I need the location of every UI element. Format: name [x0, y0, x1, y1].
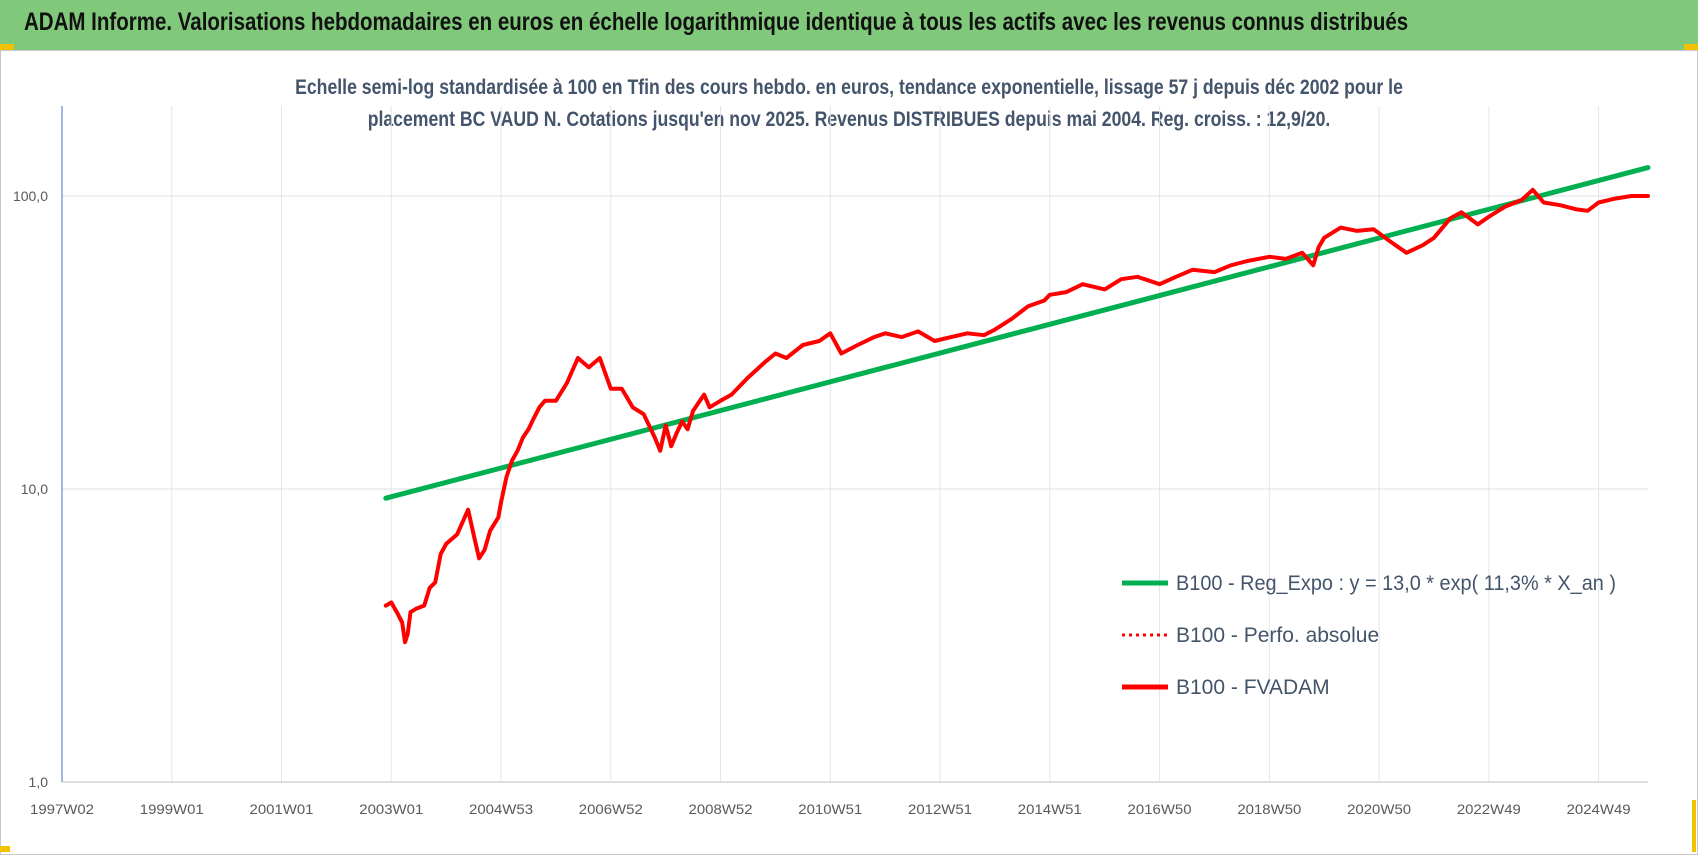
chart-title-line-1: Echelle semi-log standardisée à 100 en T… — [295, 76, 1403, 99]
x-tick-label: 2016W50 — [1128, 801, 1192, 817]
y-tick-label: 100,0 — [13, 188, 48, 204]
x-tick-label: 2024W49 — [1567, 801, 1631, 817]
report-banner: ADAM Informe. Valorisations hebdomadaire… — [0, 0, 1698, 50]
x-tick-label: 2004W53 — [469, 801, 533, 817]
x-tick-label: 2001W01 — [250, 801, 314, 817]
chart-frame — [0, 50, 1698, 855]
x-tick-label: 2022W49 — [1457, 801, 1521, 817]
corner-marker-bottom-right — [1692, 800, 1696, 852]
x-tick-label: 2006W52 — [579, 801, 643, 817]
legend-label-3: B100 - FVADAM — [1176, 676, 1330, 699]
x-tick-label: 2018W50 — [1237, 801, 1301, 817]
x-tick-label: 2014W51 — [1018, 801, 1082, 817]
x-tick-label: 2020W50 — [1347, 801, 1411, 817]
x-tick-label: 2008W52 — [689, 801, 753, 817]
series-line-3 — [383, 187, 1650, 645]
x-tick-label: 2003W01 — [359, 801, 423, 817]
corner-marker-top-left — [0, 44, 14, 50]
chart-title-line-2: placement BC VAUD N. Cotations jusqu'en … — [367, 108, 1331, 131]
x-tick-label: 1997W02 — [30, 801, 94, 817]
x-tick-label: 2012W51 — [908, 801, 972, 817]
y-tick-label: 10,0 — [21, 481, 48, 497]
x-tick-label: 1999W01 — [140, 801, 204, 817]
y-tick-label: 1,0 — [29, 774, 49, 790]
series-line-1 — [383, 165, 1651, 501]
x-tick-label: 2010W51 — [798, 801, 862, 817]
legend-label-2: B100 - Perfo. absolue — [1176, 624, 1379, 647]
corner-marker-bottom-left — [0, 846, 10, 852]
report-title: ADAM Informe. Valorisations hebdomadaire… — [24, 8, 1409, 36]
legend-label-1: B100 - Reg_Expo : y = 13,0 * exp( 11,3% … — [1176, 572, 1616, 595]
corner-marker-top-right — [1684, 44, 1698, 50]
chart-title: Echelle semi-log standardisée à 100 en T… — [0, 72, 1698, 136]
